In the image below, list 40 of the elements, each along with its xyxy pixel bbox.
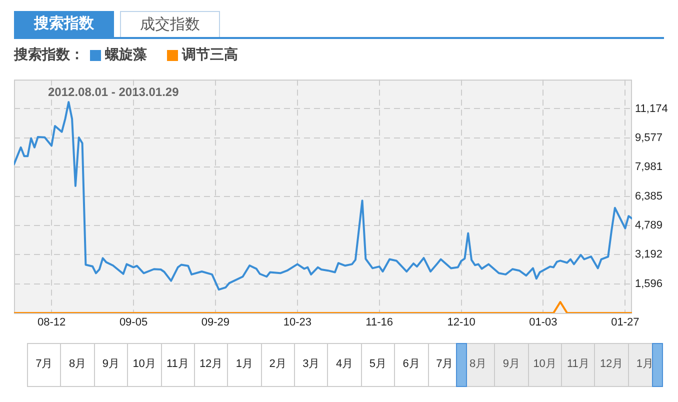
x-tick-label: 01-03 (529, 316, 558, 329)
text: 9月 (495, 344, 529, 386)
text: 11月 (162, 344, 195, 386)
text: 3月 (295, 344, 328, 386)
y-tick-label: 11,174 (635, 102, 668, 115)
y-tick-label: 6,385 (635, 190, 663, 202)
y-tick-label: 9,577 (635, 132, 663, 144)
x-tick-label: 09-29 (201, 316, 230, 329)
text: 9月 (94, 344, 128, 386)
y-tick-label: 1,596 (635, 278, 663, 290)
x-tick-label: 08-12 (37, 316, 66, 329)
text: 1月 (228, 344, 262, 386)
text: 11月 (562, 344, 596, 386)
text: 7月 (428, 344, 462, 386)
text: 2012.08.01 - 2013.01.29 (48, 84, 180, 99)
text: 12月 (194, 344, 228, 386)
text: 10月 (528, 344, 562, 386)
legend-label: 调节三高 (182, 46, 238, 64)
x-tick-label: 09-05 (119, 316, 148, 329)
text: 2月 (262, 344, 295, 386)
x-tick-label: 11-16 (366, 316, 393, 329)
text: 8月 (61, 344, 95, 386)
text: 6月 (395, 344, 428, 386)
text: 7月 (28, 344, 62, 386)
text: 搜索指数 (14, 11, 114, 37)
y-tick-label: 4,789 (635, 219, 663, 232)
text: 8月 (462, 344, 496, 386)
text: 10月 (128, 344, 162, 386)
x-tick-label: 01-27 (611, 316, 640, 329)
x-tick-label: 10-23 (283, 316, 312, 329)
x-tick-label: 12-10 (447, 316, 476, 329)
text: 成交指数 (120, 11, 220, 37)
text: 1月 (628, 344, 662, 386)
text: 12月 (595, 344, 629, 386)
y-tick-label: 3,192 (635, 248, 663, 261)
legend-title: 搜索指数： (14, 46, 84, 64)
text: 5月 (362, 344, 396, 386)
legend-label: 螺旋藻 (105, 46, 147, 64)
text: 4月 (328, 344, 362, 386)
y-tick-label: 7,981 (635, 161, 663, 174)
